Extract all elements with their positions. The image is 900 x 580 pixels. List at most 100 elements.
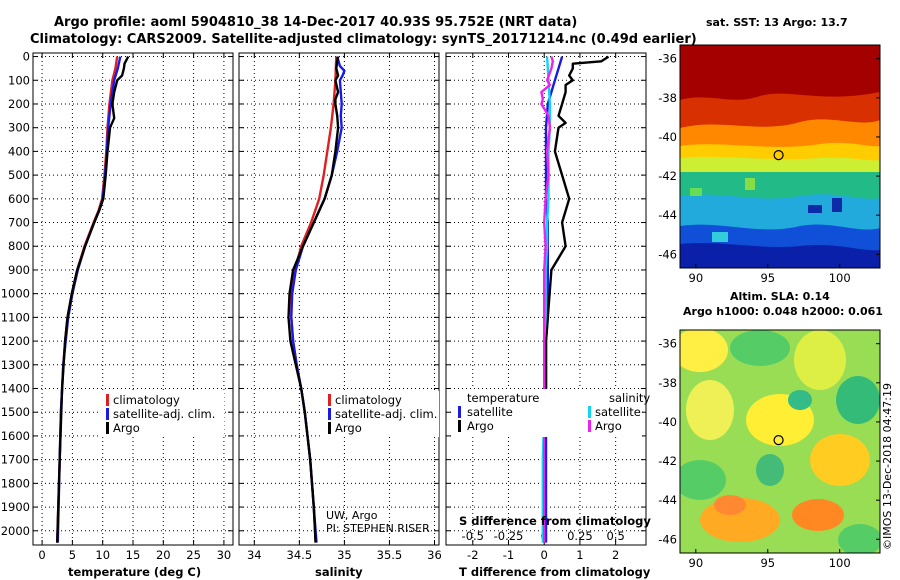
x-tick-label: 35.5	[377, 548, 403, 562]
credit-pi: PI: STEPHEN RISER	[326, 522, 430, 535]
temperature-legend: climatology satellite-adj. clim. Argo	[101, 391, 224, 437]
salinity-panel: 34 34.5 35 35.5 36	[238, 52, 442, 562]
x-tick-label: -1	[503, 548, 514, 562]
x-tick-label: 5	[69, 548, 76, 562]
legend-satellite-label: satellite-adj. clim.	[113, 407, 215, 421]
map-y-tick-label: -40	[658, 130, 677, 144]
x-tick-label: -2	[467, 548, 478, 562]
map-y-tick-label: -42	[658, 169, 677, 183]
x-top-tick-label: 0.5	[606, 529, 624, 543]
map-y-tick-label: -44	[658, 208, 677, 222]
series-line-climatology	[290, 56, 338, 543]
map-y-tick-label: -36	[658, 337, 677, 351]
legend-argo-label: Argo	[113, 421, 140, 435]
legend-climatology-swatch	[106, 394, 109, 406]
depth-tick-label: 400	[8, 144, 30, 158]
legend-satellite-swatch	[106, 408, 109, 420]
sst-map-image	[680, 45, 880, 268]
temperature-xlabel: temperature (deg C)	[68, 565, 201, 579]
difference-legend: temperature salinity satellite Argo sate…	[453, 389, 650, 437]
salinity-legend: climatology satellite-adj. clim. Argo	[323, 391, 439, 437]
depth-tick-label: 1500	[1, 405, 30, 419]
x-tick-label: 10	[95, 548, 110, 562]
map-x-tick-label: 90	[689, 556, 704, 570]
sla-map-subtitle: Argo h1000: 0.048 h2000: 0.061	[683, 305, 883, 318]
x-tick-label: 30	[217, 548, 232, 562]
map-y-tick-label: -44	[658, 493, 677, 507]
x-top-tick-label: -0.5	[462, 529, 484, 543]
map-y-tick-label: -40	[658, 415, 677, 429]
credit-institution: UW, Argo	[326, 509, 378, 522]
depth-tick-label: 1200	[1, 334, 30, 348]
map-y-tick-label: -38	[658, 91, 677, 105]
salinity-xlabel: salinity	[315, 565, 363, 579]
sst-map-title: sat. SST: 13 Argo: 13.7	[706, 16, 848, 29]
legend-salinity-header: salinity	[609, 391, 650, 405]
difference-panel: -2 -1 0 1 2-0.5 -0.25 0 0.25 0.5	[445, 52, 647, 562]
series-line-argo	[56, 56, 130, 543]
legend-s-satellite-label: satellite	[595, 405, 641, 419]
depth-tick-label: 1000	[1, 287, 30, 301]
map-x-tick-label: 90	[689, 271, 704, 285]
panel-frame	[238, 52, 440, 546]
legend-satellite-label: satellite-adj. clim.	[335, 407, 437, 421]
x-tick-label: 0	[38, 548, 45, 562]
sst-map-axes: -36 -38 -40 -42 -44 -46 90 95 100	[658, 52, 880, 285]
x-top-tick-label: -0.25	[494, 529, 524, 543]
legend-argo-swatch	[328, 422, 331, 434]
legend-t-argo-swatch	[458, 420, 461, 432]
difference-xlabel: T difference from climatology	[459, 565, 651, 579]
x-tick-label: 2	[612, 548, 619, 562]
map-y-tick-label: -46	[658, 532, 677, 546]
map-x-tick-label: 100	[829, 556, 851, 570]
legend-s-argo-label: Argo	[595, 419, 622, 433]
x-tick-label: 20	[156, 548, 171, 562]
argo-location-marker	[773, 435, 784, 446]
sla-map-frame	[679, 329, 881, 554]
map-x-tick-label: 100	[829, 271, 851, 285]
sla-map-title: Altim. SLA: 0.14	[730, 290, 830, 303]
depth-tick-label: 1100	[1, 310, 30, 324]
difference-top-xlabel: S difference from climatology	[459, 514, 651, 528]
x-tick-label: 34	[247, 548, 262, 562]
depth-tick-label: 900	[8, 263, 30, 277]
series-line-temperature-argo	[543, 55, 610, 543]
depth-tick-label: 1700	[1, 453, 30, 467]
depth-tick-label: 1600	[1, 429, 30, 443]
sla-map-axes: -36 -38 -40 -42 -44 -46 90 95 100	[658, 337, 880, 570]
depth-tick-label: 1400	[1, 382, 30, 396]
x-tick-label: 0	[541, 548, 548, 562]
series-line-argo	[287, 56, 340, 543]
depth-tick-label: 200	[8, 97, 30, 111]
depth-tick-label: 700	[8, 216, 30, 230]
x-top-tick-label: 0.25	[567, 529, 593, 543]
map-y-tick-label: -46	[658, 247, 677, 261]
depth-tick-label: 1800	[1, 476, 30, 490]
map-y-tick-label: -38	[658, 376, 677, 390]
legend-climatology-swatch	[328, 394, 331, 406]
legend-satellite-swatch	[328, 408, 331, 420]
x-tick-label: 36	[427, 548, 442, 562]
series-line-salinity-argo	[540, 56, 554, 543]
argo-location-marker	[773, 150, 784, 161]
legend-argo-swatch	[106, 422, 109, 434]
map-x-tick-label: 95	[760, 271, 775, 285]
x-tick-label: 34.5	[287, 548, 313, 562]
timestamp-stamp: ©IMOS 13-Dec-2018 04:47:19	[881, 383, 894, 550]
legend-t-argo-label: Argo	[467, 419, 494, 433]
legend-s-satellite-swatch	[588, 406, 591, 418]
x-tick-label: 15	[126, 548, 141, 562]
legend-temperature-header: temperature	[467, 391, 539, 405]
x-tick-label: 35	[337, 548, 352, 562]
panel-frame	[445, 52, 647, 546]
depth-tick-label: 1300	[1, 358, 30, 372]
temperature-panel: 0100200300400500600700800900100011001200…	[1, 50, 234, 562]
panel-frame	[32, 52, 234, 546]
map-y-tick-label: -36	[658, 52, 677, 66]
legend-t-satellite-swatch	[458, 406, 461, 418]
map-x-tick-label: 95	[760, 556, 775, 570]
map-y-tick-label: -42	[658, 454, 677, 468]
x-tick-label: 1	[576, 548, 583, 562]
legend-climatology-label: climatology	[335, 393, 402, 407]
